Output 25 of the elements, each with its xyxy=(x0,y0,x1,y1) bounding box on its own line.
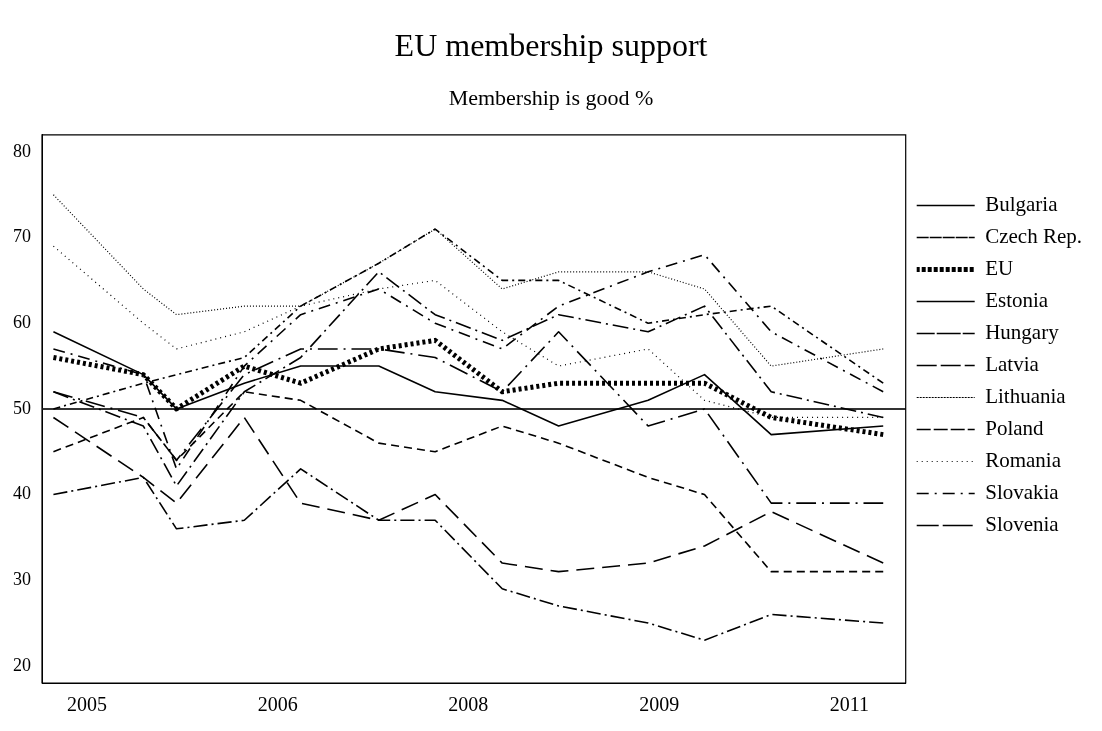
y-tick-label: 50 xyxy=(13,397,31,418)
y-tick-label: 70 xyxy=(13,226,31,247)
legend-label: Poland xyxy=(985,416,1045,441)
y-tick-label: 60 xyxy=(13,311,31,332)
legend-label: EU xyxy=(985,256,1014,281)
legend-label: Bulgaria xyxy=(985,192,1059,217)
x-tick-label: 2006 xyxy=(257,693,298,716)
legend-label: Latvia xyxy=(985,352,1040,377)
legend-label: Czech Rep. xyxy=(985,224,1082,249)
y-tick-label: 20 xyxy=(13,654,31,675)
legend-label: Hungary xyxy=(985,320,1060,345)
x-tick-label: 2011 xyxy=(829,693,869,716)
x-tick-label: 2009 xyxy=(639,693,680,716)
x-tick-label: 2005 xyxy=(66,693,107,716)
y-tick-label: 40 xyxy=(13,483,31,504)
y-tick-label: 30 xyxy=(13,568,31,589)
legend-label: Lithuania xyxy=(985,384,1067,409)
legend-label: Slovakia xyxy=(985,480,1060,505)
chart-subtitle: Membership is good % xyxy=(448,85,654,111)
legend-label: Slovenia xyxy=(985,512,1060,537)
legend-label: Estonia xyxy=(985,288,1049,313)
legend-label: Romania xyxy=(985,448,1062,473)
x-tick-label: 2008 xyxy=(448,693,489,716)
chart-title: EU membership support xyxy=(394,26,708,63)
y-tick-label: 80 xyxy=(13,140,31,161)
